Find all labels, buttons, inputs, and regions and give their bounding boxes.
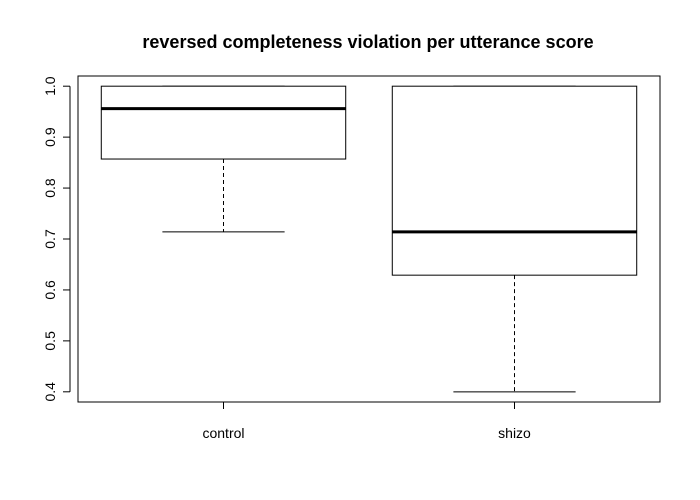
y-tick-label: 0.4 bbox=[42, 382, 58, 402]
y-tick-label: 1.0 bbox=[42, 76, 58, 96]
y-tick-label: 0.6 bbox=[42, 280, 58, 300]
x-tick-label-control: control bbox=[202, 425, 244, 441]
chart-title: reversed completeness violation per utte… bbox=[142, 32, 593, 52]
iqr-box bbox=[391, 85, 638, 276]
box-group bbox=[100, 85, 638, 393]
box-control bbox=[100, 85, 347, 233]
y-tick-label: 0.5 bbox=[42, 331, 58, 351]
y-axis: 0.4 0.5 0.6 0.7 0.8 0.9 1.0 bbox=[42, 76, 71, 402]
y-tick-label: 0.8 bbox=[42, 178, 58, 198]
x-tick-label-shizo: shizo bbox=[498, 425, 531, 441]
box-shizo bbox=[391, 85, 638, 393]
y-tick-label: 0.7 bbox=[42, 229, 58, 249]
x-axis: control shizo bbox=[202, 402, 531, 441]
iqr-box bbox=[100, 85, 347, 160]
plot-frame bbox=[77, 75, 661, 403]
y-tick-label: 0.9 bbox=[42, 127, 58, 147]
